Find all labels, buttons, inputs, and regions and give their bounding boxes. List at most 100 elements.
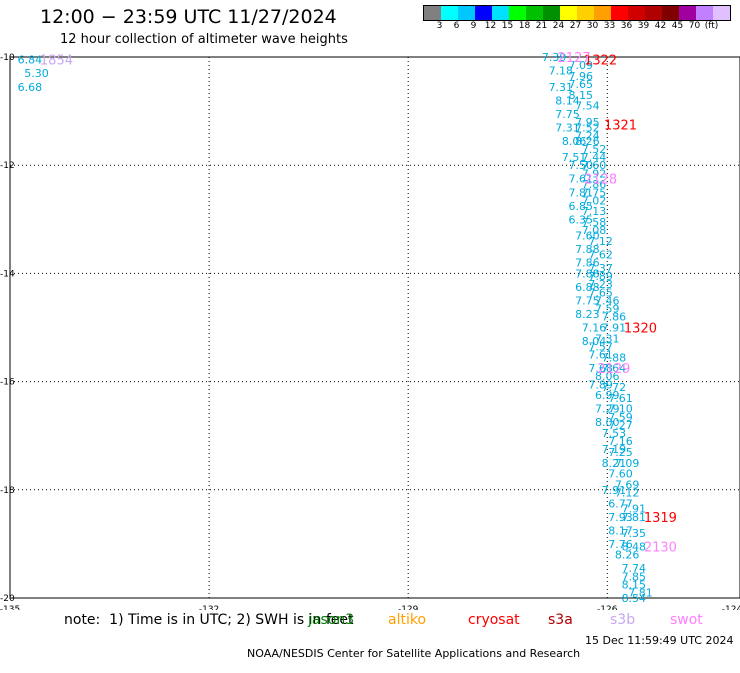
swh-value: 6.85 bbox=[568, 200, 593, 213]
pass-label: 1320 bbox=[624, 322, 657, 337]
swh-value: 8.48 bbox=[622, 541, 647, 554]
swh-value: 8.14 bbox=[555, 94, 580, 107]
swh-value: 7.46 bbox=[595, 294, 620, 307]
swh-value: 7.88 bbox=[575, 267, 600, 280]
swh-value: 7.18 bbox=[549, 65, 574, 78]
swh-value: 7.24 bbox=[575, 129, 600, 142]
swh-value: 7.16 bbox=[608, 435, 633, 448]
swh-value: 7.86 bbox=[602, 311, 627, 324]
pass-label: 1321 bbox=[604, 119, 637, 134]
legend-item-jason3: jason3 bbox=[308, 612, 355, 628]
swh-value: 7.52 bbox=[575, 121, 600, 134]
swh-value: 7.61 bbox=[608, 392, 633, 405]
colorbar-label: 36 bbox=[620, 21, 633, 31]
swh-value: 7.75 bbox=[582, 186, 607, 199]
pass-label: 2130 bbox=[644, 541, 677, 556]
swh-value: 7.44 bbox=[582, 151, 607, 164]
swh-value: 8.23 bbox=[575, 308, 600, 321]
colorbar-label: 9 bbox=[470, 21, 477, 31]
swh-value: 7.23 bbox=[588, 278, 613, 291]
colorbar-label: 24 bbox=[552, 21, 565, 31]
pass-label: 1322 bbox=[584, 54, 617, 69]
pass-label: 2127 bbox=[558, 51, 591, 66]
colorbar-swatch bbox=[509, 6, 526, 20]
swh-value: 7.86 bbox=[575, 257, 600, 270]
colorbar-label: 33 bbox=[603, 21, 616, 31]
y-tick-label: -20 bbox=[0, 594, 15, 604]
colorbar-swatch bbox=[645, 6, 662, 20]
colorbar-swatch bbox=[696, 6, 713, 20]
swh-value: 7.54 bbox=[575, 100, 600, 113]
note-text: note: 1) Time is in UTC; 2) SWH is in fe… bbox=[64, 612, 354, 628]
swh-value: 7.16 bbox=[582, 322, 607, 335]
colorbar-swatch bbox=[628, 6, 645, 20]
colorbar bbox=[423, 5, 731, 21]
swh-value: 8.00 bbox=[595, 416, 620, 429]
swh-value: 6.77 bbox=[608, 497, 633, 510]
swh-value: 7.89 bbox=[588, 378, 613, 391]
x-tick-label: -126 bbox=[597, 605, 618, 610]
swh-value: 8.17 bbox=[608, 524, 633, 537]
y-tick-label: -18 bbox=[0, 486, 15, 496]
swh-value: 7.58 bbox=[582, 216, 607, 229]
swh-value: 5.30 bbox=[24, 67, 49, 80]
swh-value: 6.68 bbox=[18, 81, 43, 94]
swh-value: 7.13 bbox=[582, 205, 607, 218]
swh-value: 7.60 bbox=[575, 230, 600, 243]
swh-value: 7.35 bbox=[622, 527, 647, 540]
colorbar-label: (ft) bbox=[704, 21, 719, 31]
swh-value: 7.02 bbox=[582, 194, 607, 207]
swh-value: 7.65 bbox=[568, 78, 593, 91]
colorbar-swatch bbox=[492, 6, 509, 20]
chart-title: 12:00 − 23:59 UTC 11/27/2024 bbox=[40, 6, 337, 28]
swh-value: 7.39 bbox=[542, 51, 567, 64]
swh-value: 7.81 bbox=[568, 186, 593, 199]
swh-value: 8.26 bbox=[575, 135, 600, 148]
swh-value: 7.68 bbox=[588, 362, 613, 375]
swh-value: 7.59 bbox=[595, 303, 620, 316]
wave-height-map: -135-132-129-126-123-124-10-12-14-16-18-… bbox=[0, 51, 740, 610]
swh-value: 8.54 bbox=[622, 592, 647, 605]
colorbar-label: 15 bbox=[501, 21, 514, 31]
legend-item-s3b: s3b bbox=[610, 612, 636, 628]
swh-value: 7.08 bbox=[582, 224, 607, 237]
colorbar-swatch bbox=[679, 6, 696, 20]
swh-value: 7.31 bbox=[555, 121, 580, 134]
swh-value: 7.29 bbox=[595, 403, 620, 416]
footer-credit: NOAA/NESDIS Center for Satellite Applica… bbox=[247, 647, 581, 660]
swh-value: 7.52 bbox=[582, 143, 607, 156]
swh-value: 8.26 bbox=[615, 549, 640, 562]
swh-value: 7.61 bbox=[568, 173, 593, 186]
y-tick-label: -14 bbox=[0, 269, 15, 279]
colorbar-labels: 3 6 9 12 15 18 21 24 27 30 33 36 39 42 45 70 (ft) bbox=[423, 21, 720, 31]
swh-value: 7.86 bbox=[582, 178, 607, 191]
swh-value: 6.35 bbox=[568, 213, 593, 226]
colorbar-label: 21 bbox=[535, 21, 548, 31]
x-tick-label: -129 bbox=[398, 605, 419, 610]
swh-value: 7.75 bbox=[555, 108, 580, 121]
swh-value: 8.04 bbox=[582, 335, 607, 348]
swh-value: 7.75 bbox=[575, 294, 600, 307]
legend-item-swot: swot bbox=[670, 612, 703, 628]
colorbar-label: 18 bbox=[518, 21, 531, 31]
swh-value: 7.31 bbox=[595, 332, 620, 345]
y-tick-label: -16 bbox=[0, 378, 15, 388]
colorbar-swatch bbox=[441, 6, 458, 20]
colorbar-label: 45 bbox=[671, 21, 684, 31]
x-tick-label: -135 bbox=[0, 605, 20, 610]
swh-value: 6.84 bbox=[18, 54, 43, 67]
swh-value: 7.88 bbox=[602, 351, 627, 364]
swh-value: 7.25 bbox=[608, 446, 633, 459]
swh-value: 8.15 bbox=[568, 89, 593, 102]
colorbar-label: 3 bbox=[436, 21, 443, 31]
y-tick-label: -10 bbox=[0, 53, 15, 63]
swh-value: 7.91 bbox=[602, 322, 627, 335]
swh-value: 7.51 bbox=[562, 151, 587, 164]
swh-value: 7.96 bbox=[568, 70, 593, 83]
swh-value: 7.50 bbox=[568, 159, 593, 172]
colorbar-label: 70 bbox=[688, 21, 701, 31]
pass-label: 1319 bbox=[644, 511, 677, 526]
legend-item-s3a: s3a bbox=[548, 612, 573, 628]
swh-value: 7.27 bbox=[608, 419, 633, 432]
x-tick-label: -124 bbox=[722, 605, 740, 610]
